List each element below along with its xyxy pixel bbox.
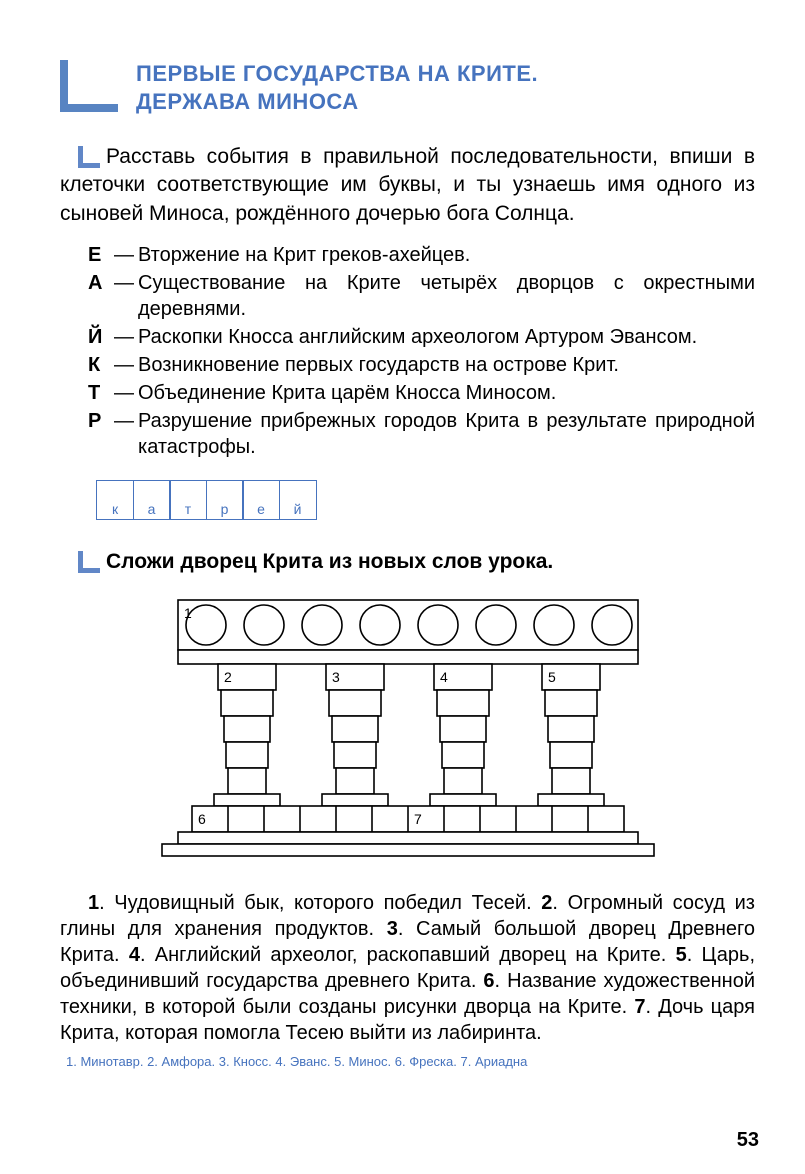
palace-svg: 1 2 3 4 5 6 7: [148, 592, 668, 862]
dash: —: [114, 242, 138, 268]
task2-answers: 1. Минотавр. 2. Амфора. 3. Кносс. 4. Эва…: [66, 1054, 755, 1069]
dash: —: [114, 324, 138, 350]
palace-label-1: 1: [184, 605, 192, 621]
title-line1: ПЕРВЫЕ ГОСУДАРСТВА НА КРИТЕ.: [136, 61, 538, 86]
list-letter: Т: [88, 380, 114, 406]
list-letter: Р: [88, 408, 114, 434]
dash: —: [114, 380, 138, 406]
palace-label-2: 2: [224, 669, 232, 685]
palace-diagram: 1 2 3 4 5 6 7: [60, 592, 755, 862]
answer-cell[interactable]: т: [169, 480, 207, 520]
task2-clues: 1. Чудовищный бык, которого победил Тесе…: [60, 890, 755, 1046]
page-number: 53: [737, 1129, 759, 1152]
section-header: ПЕРВЫЕ ГОСУДАРСТВА НА КРИТЕ. ДЕРЖАВА МИН…: [60, 60, 755, 115]
task-marker-icon: [78, 551, 100, 573]
dash: —: [114, 408, 138, 434]
task1-intro-text: Расставь события в правильной последоват…: [60, 145, 755, 225]
list-letter: Й: [88, 324, 114, 350]
answer-cell[interactable]: й: [279, 480, 317, 520]
list-text: Возникновение первых государств на остро…: [138, 352, 755, 378]
palace-label-7: 7: [414, 811, 422, 827]
list-text: Раскопки Кносса английским археологом Ар…: [138, 324, 755, 350]
task1-list: Е — Вторжение на Крит греков-ахейцев. А …: [88, 242, 755, 460]
palace-label-3: 3: [332, 669, 340, 685]
dash: —: [114, 270, 138, 296]
list-item: Е — Вторжение на Крит греков-ахейцев.: [88, 242, 755, 268]
list-item: А — Существование на Крите четырёх дворц…: [88, 270, 755, 322]
header-marker-icon: [60, 60, 118, 112]
task2-title: Сложи дворец Крита из новых слов урока.: [106, 550, 553, 573]
answer-cell[interactable]: р: [206, 480, 244, 520]
header-title: ПЕРВЫЕ ГОСУДАРСТВА НА КРИТЕ. ДЕРЖАВА МИН…: [136, 60, 538, 115]
answer-cell[interactable]: к: [96, 480, 134, 520]
answer-cell[interactable]: а: [133, 480, 171, 520]
task-marker-icon: [78, 146, 100, 168]
palace-label-6: 6: [198, 811, 206, 827]
list-text: Объединение Крита царём Кносса Миносом.: [138, 380, 755, 406]
list-text: Существование на Крите четырёх дворцов с…: [138, 270, 755, 322]
task2-title-row: Сложи дворец Крита из новых слов урока.: [60, 550, 755, 574]
list-letter: К: [88, 352, 114, 378]
dash: —: [114, 352, 138, 378]
palace-label-5: 5: [548, 669, 556, 685]
answer-cell[interactable]: е: [242, 480, 280, 520]
list-item: Т — Объединение Крита царём Кносса Минос…: [88, 380, 755, 406]
list-text: Разрушение прибрежных городов Крита в ре…: [138, 408, 755, 460]
palace-label-4: 4: [440, 669, 448, 685]
list-letter: А: [88, 270, 114, 296]
list-item: К — Возникновение первых государств на о…: [88, 352, 755, 378]
title-line2: ДЕРЖАВА МИНОСА: [136, 89, 359, 114]
list-text: Вторжение на Крит греков-ахейцев.: [138, 242, 755, 268]
task1-intro: Расставь события в правильной последоват…: [60, 143, 755, 228]
answer-grid: к а т р е й: [96, 480, 755, 520]
list-letter: Е: [88, 242, 114, 268]
list-item: Й — Раскопки Кносса английским археолого…: [88, 324, 755, 350]
list-item: Р — Разрушение прибрежных городов Крита …: [88, 408, 755, 460]
